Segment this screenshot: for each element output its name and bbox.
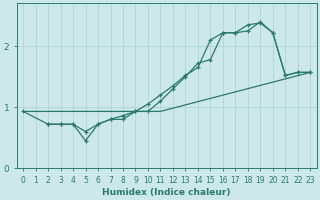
X-axis label: Humidex (Indice chaleur): Humidex (Indice chaleur) — [102, 188, 231, 197]
